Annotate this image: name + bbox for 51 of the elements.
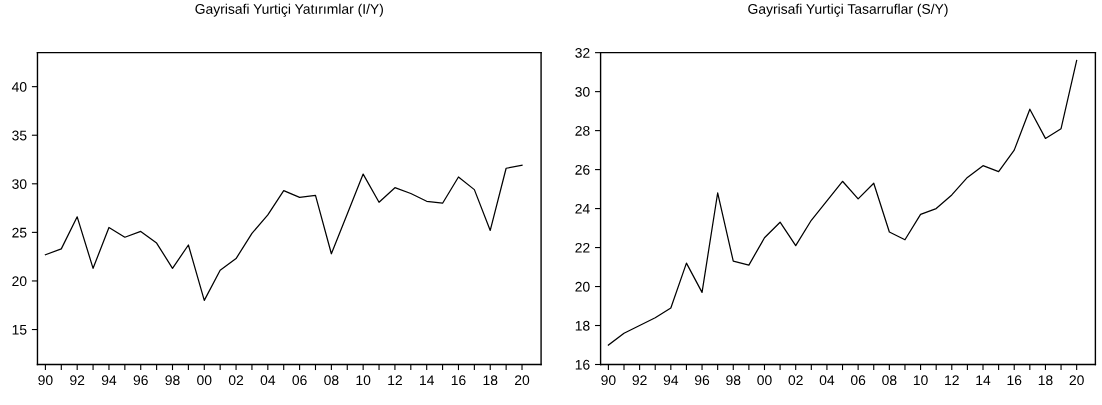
y-tick-label: 22: [575, 242, 590, 253]
x-tick-label: 96: [694, 375, 710, 386]
x-tick-label: 18: [1038, 375, 1053, 386]
line-series: [607, 59, 1078, 346]
x-tick-label: 06: [292, 375, 307, 386]
y-tick-label: 20: [575, 281, 590, 292]
y-tick-label: 20: [12, 276, 27, 287]
x-tick-label: 02: [788, 375, 803, 386]
x-tick-label: 16: [1007, 375, 1022, 386]
y-tick-label: 40: [11, 81, 27, 92]
x-tick-label: 14: [420, 375, 435, 385]
x-tick-label: 96: [133, 375, 148, 386]
x-tick-label: 18: [483, 375, 498, 386]
x-tick-label: 20: [514, 375, 530, 386]
x-tick-label: 04: [819, 375, 835, 386]
x-tick-label: 10: [356, 375, 371, 386]
y-tick-label: 24: [575, 203, 590, 214]
x-tick-label: 92: [632, 375, 647, 386]
x-tick-label: 08: [882, 375, 897, 386]
chart-title: Gayrisafi Yurtiçi Yatırımlar (I/Y): [195, 3, 383, 17]
x-tick-label: 16: [451, 375, 466, 386]
x-tick-label: 98: [165, 375, 180, 386]
x-tick-label: 00: [197, 375, 212, 386]
y-tick-label: 30: [12, 179, 27, 189]
x-tick-label: 90: [601, 375, 616, 386]
x-tick-label: 94: [101, 375, 117, 386]
x-tick-label: 12: [388, 375, 402, 385]
x-tick-label: 06: [850, 375, 866, 386]
x-tick-label: 04: [260, 375, 276, 386]
y-tick-label: 28: [575, 125, 590, 136]
y-tick-label: 25: [12, 227, 27, 238]
x-tick-label: 92: [70, 375, 85, 386]
chart-title: Gayrisafi Yurtiçi Tasarruflar (S/Y): [748, 3, 948, 17]
x-tick-label: 94: [663, 375, 679, 386]
x-tick-label: 12: [945, 375, 959, 385]
x-tick-label: 02: [228, 375, 244, 386]
line-series: [44, 164, 523, 302]
y-tick-label: 32: [575, 47, 590, 58]
y-tick-label: 16: [575, 359, 590, 370]
y-tick-label: 26: [575, 164, 590, 175]
y-tick-label: 35: [12, 130, 27, 141]
x-tick-label: 10: [913, 375, 928, 386]
y-tick-label: 18: [575, 320, 590, 331]
y-tick-label: 30: [575, 86, 590, 97]
x-tick-label: 98: [726, 375, 741, 386]
x-tick-label: 00: [757, 375, 772, 386]
x-tick-label: 14: [976, 375, 991, 385]
y-tick-label: 15: [12, 325, 27, 335]
x-tick-label: 08: [324, 375, 339, 386]
x-tick-label: 90: [38, 375, 53, 386]
x-tick-label: 20: [1069, 375, 1084, 386]
